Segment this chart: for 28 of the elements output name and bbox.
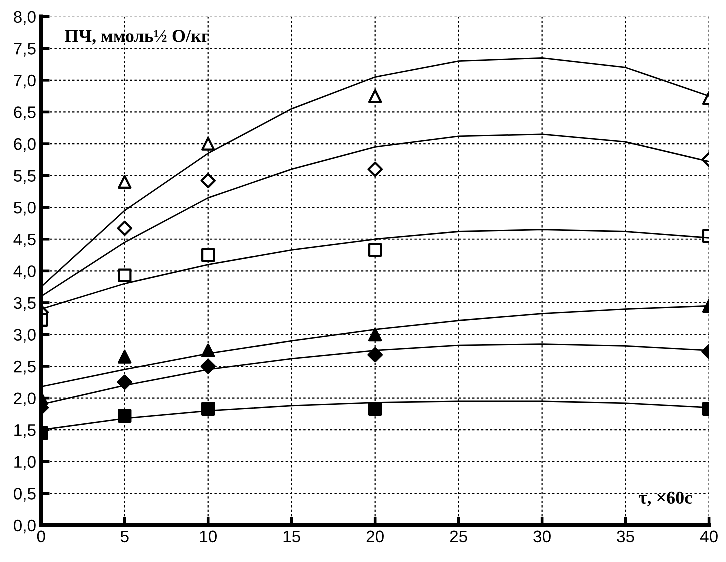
y-tick-label: 5,5 — [14, 170, 36, 184]
y-tick-label: 3,5 — [14, 297, 36, 312]
x-tick-label: 35 — [617, 530, 634, 543]
y-tick-label: 8,0 — [14, 11, 36, 26]
y-tick-label: 6,5 — [14, 106, 36, 120]
x-tick-label: 0 — [37, 530, 46, 543]
y-tick-label: 1,5 — [14, 424, 36, 438]
y-tick-label: 0,5 — [14, 488, 36, 502]
x-axis-title: τ, ×60с — [639, 492, 692, 507]
y-tick-label: 0,0 — [14, 520, 36, 534]
x-tick-label: 30 — [534, 530, 551, 543]
x-tick-label: 40 — [700, 530, 718, 543]
y-axis-title: ПЧ, ммоль½ O/кг — [65, 30, 210, 45]
y-tick-label: 2,0 — [14, 392, 36, 406]
y-tick-label: 7,0 — [14, 74, 36, 89]
y-tick-label: 4,5 — [14, 234, 36, 248]
x-tick-label: 20 — [366, 530, 384, 543]
x-tick-label: 5 — [120, 530, 129, 543]
y-tick-label: 3,0 — [14, 329, 36, 343]
y-tick-label: 6,0 — [14, 138, 36, 152]
x-tick-label: 15 — [284, 530, 300, 543]
y-tick-label: 4,0 — [14, 266, 36, 280]
y-tick-label: 1,0 — [14, 456, 36, 470]
y-tick-label: 7,5 — [14, 43, 36, 57]
y-tick-label: 5,0 — [14, 202, 36, 216]
x-tick-label: 25 — [450, 530, 468, 543]
y-tick-label: 2,5 — [14, 360, 36, 375]
x-tick-label: 10 — [200, 530, 217, 543]
